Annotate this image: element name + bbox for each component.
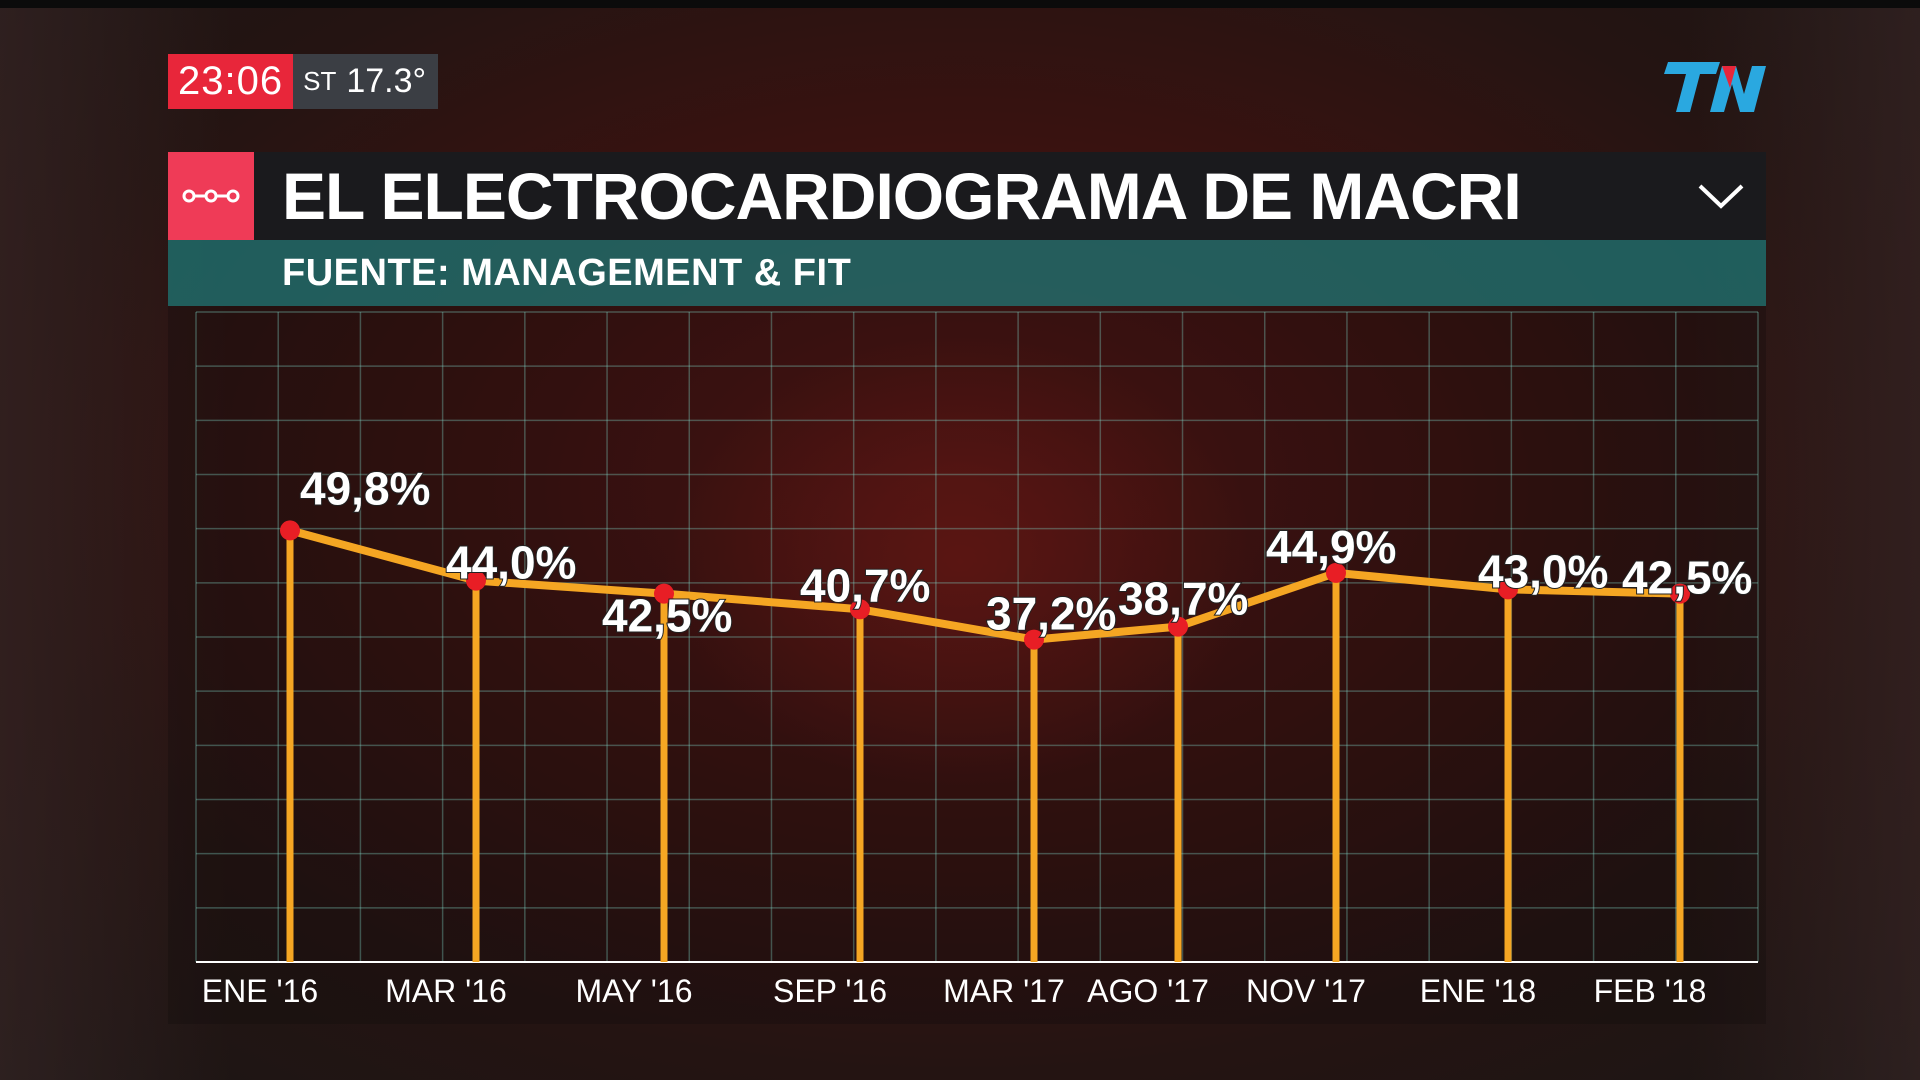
- data-point: [280, 520, 300, 541]
- data-point: [850, 599, 870, 620]
- temperature-value: 17.3°: [346, 62, 427, 100]
- x-tick-label: ENE '18: [1420, 973, 1536, 1009]
- chart-title: EL ELECTROCARDIOGRAMA DE MACRI: [282, 159, 1522, 233]
- tn-logo-icon: [1660, 56, 1776, 118]
- data-point: [1670, 583, 1690, 604]
- x-tick-label: MAR '16: [385, 973, 507, 1009]
- timeline-icon: [168, 152, 254, 240]
- top-bar: [0, 0, 1920, 8]
- chart-source-bar: FUENTE: MANAGEMENT & FIT: [168, 240, 1766, 306]
- data-label: 43,0%: [1478, 545, 1608, 597]
- data-point: [1168, 616, 1188, 637]
- line-chart: 49,8% 44,0% 42,5% 40,7% 37,2% 38,7% 44,9% 43,0%…: [195, 311, 1759, 1009]
- data-label: 42,5%: [602, 590, 732, 642]
- data-point: [654, 583, 674, 604]
- data-label: 49,8%: [300, 462, 430, 514]
- x-tick-label: AGO '17: [1087, 973, 1209, 1009]
- data-label: 44,9%: [1266, 521, 1396, 573]
- chart-panel: 49,8% 44,0% 42,5% 40,7% 37,2% 38,7% 44,9% 43,0%…: [168, 306, 1766, 1024]
- x-tick-label: SEP '16: [773, 973, 887, 1009]
- data-label: 38,7%: [1118, 573, 1248, 625]
- data-point: [1498, 579, 1518, 600]
- temperature-widget: ST 17.3°: [293, 54, 439, 109]
- x-tick-label: MAY '16: [576, 973, 693, 1009]
- data-label: 37,2%: [986, 588, 1116, 640]
- data-point: [1326, 562, 1346, 583]
- x-tick-label: MAR '17: [943, 973, 1065, 1009]
- temperature-prefix: ST: [303, 66, 337, 96]
- data-label: 40,7%: [800, 559, 930, 611]
- chart-source: FUENTE: MANAGEMENT & FIT: [282, 252, 852, 294]
- clock-time: 23:06: [168, 54, 294, 109]
- x-tick-label: FEB '18: [1594, 973, 1707, 1009]
- clock-widget: 23:06 ST 17.3°: [168, 54, 439, 109]
- chevron-down-icon[interactable]: [1696, 178, 1746, 214]
- data-point: [466, 570, 486, 591]
- data-label: 44,0%: [446, 537, 576, 589]
- x-tick-label: NOV '17: [1246, 973, 1366, 1009]
- x-tick-label: ENE '16: [202, 973, 318, 1009]
- data-label: 42,5%: [1622, 552, 1752, 604]
- chart-header: EL ELECTROCARDIOGRAMA DE MACRI: [168, 152, 1766, 240]
- data-point: [1024, 629, 1044, 650]
